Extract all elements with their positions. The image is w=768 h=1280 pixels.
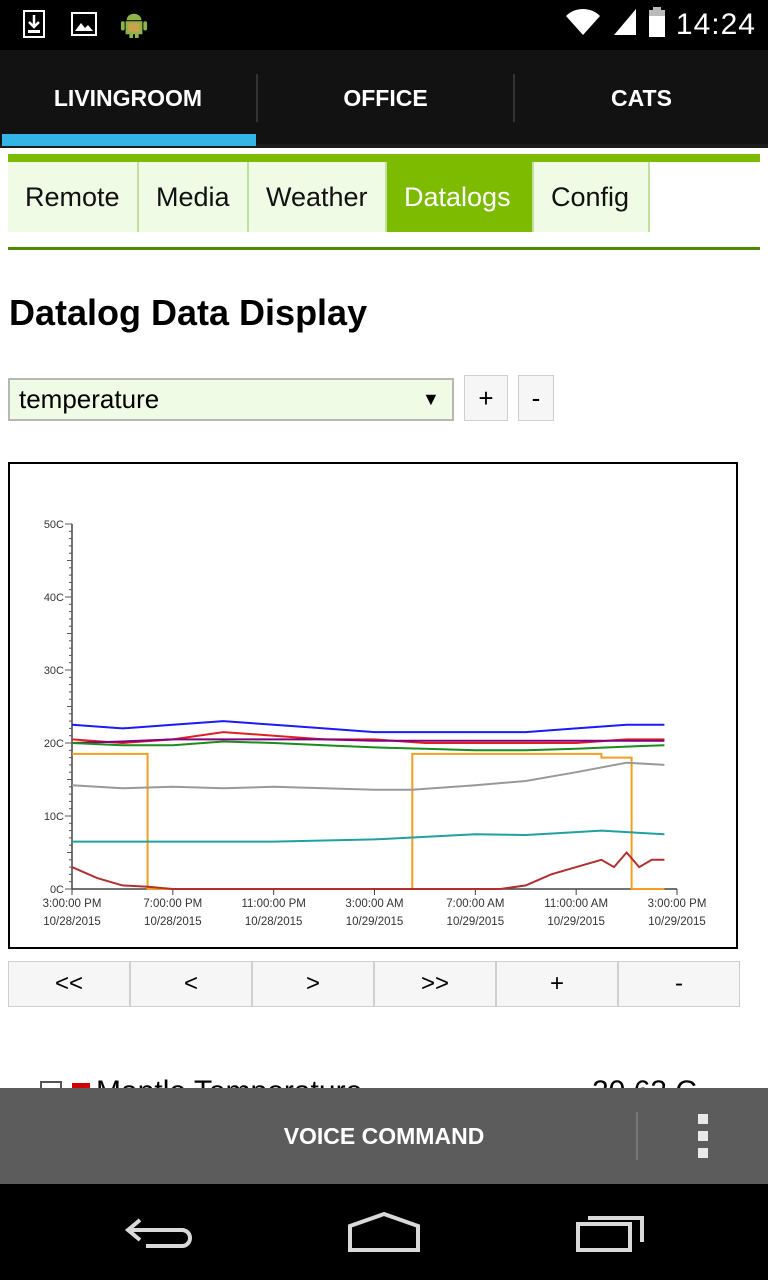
series-line-5 xyxy=(72,752,665,890)
voice-command-bar: VOICE COMMAND xyxy=(0,1088,768,1184)
tab-livingroom[interactable]: LIVINGROOM xyxy=(53,84,203,111)
x-tick-time-label: 11:00:00 PM xyxy=(241,898,305,910)
dropdown-arrow-icon: ▼ xyxy=(422,389,440,409)
battery-icon xyxy=(648,6,666,43)
next-page-button[interactable]: > xyxy=(252,961,374,1007)
page-title: Datalog Data Display xyxy=(9,292,368,333)
last-page-button[interactable]: >> xyxy=(374,961,496,1007)
home-icon[interactable] xyxy=(334,1202,434,1262)
x-tick-time-label: 3:00:00 AM xyxy=(345,898,403,910)
x-tick-date-label: 10/29/2015 xyxy=(648,916,706,928)
y-tick-label: 40C xyxy=(44,592,64,604)
download-icon xyxy=(20,8,48,40)
y-tick-label: 30C xyxy=(44,665,64,677)
chart-nav-row: << < > >> + - xyxy=(8,961,740,1007)
series-line-3 xyxy=(71,738,665,744)
tab-cats[interactable]: CATS xyxy=(611,84,672,111)
recent-apps-icon[interactable] xyxy=(562,1202,662,1262)
x-tick-time-label: 7:00:00 PM xyxy=(143,898,202,910)
voice-command-button[interactable]: VOICE COMMAND xyxy=(283,1122,485,1149)
series-line-8 xyxy=(71,850,665,890)
back-icon[interactable] xyxy=(112,1202,212,1262)
x-tick-date-label: 10/28/2015 xyxy=(245,916,303,928)
remove-sensor-button[interactable]: - xyxy=(518,375,554,421)
subtab-weather[interactable]: Weather xyxy=(249,162,387,232)
y-tick-label: 50C xyxy=(44,519,64,531)
subtab-remote[interactable]: Remote xyxy=(8,162,139,232)
subtab-config[interactable]: Config xyxy=(534,162,650,232)
chart-svg: 0C 10C 20C 30C 40C 50C 3:00:00 PM 10/28/2015 7:0… xyxy=(43,519,707,928)
status-bar: 14:24 xyxy=(0,0,768,50)
y-tick-label: 20C xyxy=(44,738,64,750)
subtab-media[interactable]: Media xyxy=(139,162,249,232)
x-tick-date-label: 10/29/2015 xyxy=(547,916,605,928)
series-line-4 xyxy=(71,740,665,752)
x-tick-date-label: 10/29/2015 xyxy=(447,916,505,928)
image-icon xyxy=(70,8,98,40)
zoom-out-button[interactable]: - xyxy=(618,961,740,1007)
series-line-1 xyxy=(71,720,665,734)
series-line-7 xyxy=(72,829,665,843)
sensor-select[interactable]: temperature ▼ xyxy=(8,378,454,421)
x-tick-time-label: 3:00:00 PM xyxy=(43,898,102,910)
subnav-bottom-border xyxy=(8,247,760,250)
wifi-icon xyxy=(564,7,602,42)
y-tick-label: 0C xyxy=(50,884,64,896)
overflow-menu-icon[interactable] xyxy=(690,1114,716,1160)
system-nav-bar xyxy=(0,1184,768,1280)
signal-icon xyxy=(612,7,638,42)
clock: 14:24 xyxy=(675,7,756,41)
x-tick-time-label: 7:00:00 AM xyxy=(446,898,504,910)
x-tick-date-label: 10/28/2015 xyxy=(144,916,202,928)
add-sensor-button[interactable]: + xyxy=(464,375,508,421)
x-tick-date-label: 10/28/2015 xyxy=(43,916,101,928)
subnav-top-border xyxy=(8,154,760,162)
datalog-chart[interactable]: 0C 10C 20C 30C 40C 50C 3:00:00 PM 10/28/2015 7:0… xyxy=(8,462,738,949)
tab-office[interactable]: OFFICE xyxy=(343,84,428,111)
subnav-tabs: Remote Media Weather Datalogs Config xyxy=(8,162,650,232)
first-page-button[interactable]: << xyxy=(8,961,130,1007)
zoom-in-button[interactable]: + xyxy=(496,961,618,1007)
android-icon xyxy=(120,8,148,40)
sensor-select-value: temperature xyxy=(19,384,160,414)
tab-underline xyxy=(0,144,768,148)
prev-page-button[interactable]: < xyxy=(130,961,252,1007)
subtab-datalogs[interactable]: Datalogs xyxy=(387,162,534,232)
y-tick-label: 10C xyxy=(44,811,64,823)
x-tick-time-label: 11:00:00 AM xyxy=(544,898,608,910)
x-tick-time-label: 3:00:00 PM xyxy=(648,898,707,910)
room-tab-bar: LIVINGROOM OFFICE CATS xyxy=(0,50,768,146)
series-line-6 xyxy=(71,761,665,791)
x-tick-date-label: 10/29/2015 xyxy=(346,916,404,928)
selected-tab-indicator xyxy=(2,134,256,146)
